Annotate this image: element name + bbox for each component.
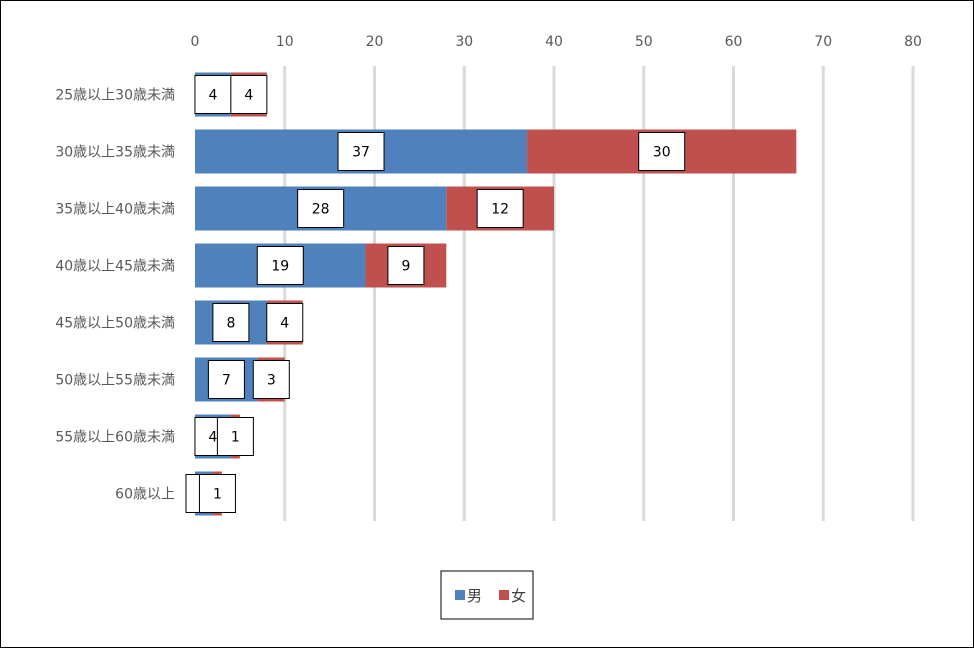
legend: 男女 bbox=[440, 570, 534, 620]
data-label: 7 bbox=[207, 360, 245, 399]
data-label: 30 bbox=[638, 132, 686, 171]
svg-text:37: 37 bbox=[352, 145, 370, 161]
x-tick-label: 30 bbox=[455, 34, 473, 50]
data-label: 12 bbox=[476, 189, 524, 228]
data-label: 28 bbox=[297, 189, 345, 228]
data-label: 4 bbox=[230, 75, 268, 114]
svg-text:28: 28 bbox=[312, 202, 330, 218]
svg-text:4: 4 bbox=[208, 430, 217, 446]
data-label: 3 bbox=[252, 360, 290, 399]
data-label: 19 bbox=[256, 246, 304, 285]
svg-text:4: 4 bbox=[244, 88, 253, 104]
data-label: 4 bbox=[266, 303, 304, 342]
x-tick-label: 20 bbox=[366, 34, 384, 50]
legend-swatch bbox=[455, 590, 465, 600]
data-label: 1 bbox=[198, 474, 236, 513]
category-label: 60歳以上 bbox=[115, 487, 175, 503]
svg-text:9: 9 bbox=[401, 259, 410, 275]
svg-text:12: 12 bbox=[491, 202, 509, 218]
x-tick-label: 70 bbox=[814, 34, 832, 50]
x-axis-tick-labels: 0 10 20 30 40 50 60 70 80 bbox=[191, 34, 922, 50]
data-label: 4 bbox=[194, 75, 232, 114]
x-tick-label: 40 bbox=[545, 34, 563, 50]
category-axis-labels: 25歳以上30歳未満 30歳以上35歳未満 35歳以上40歳未満 40歳以上45歳未満… bbox=[55, 88, 175, 503]
data-label: 8 bbox=[212, 303, 250, 342]
category-label: 40歳以上45歳未満 bbox=[55, 259, 175, 275]
svg-text:3: 3 bbox=[267, 373, 276, 389]
legend-entry: 男 bbox=[467, 587, 482, 605]
x-tick-label: 60 bbox=[725, 34, 743, 50]
category-label: 55歳以上60歳未満 bbox=[55, 430, 175, 446]
x-tick-label: 0 bbox=[191, 34, 200, 50]
data-label: 9 bbox=[387, 246, 425, 285]
svg-text:7: 7 bbox=[222, 373, 231, 389]
svg-text:4: 4 bbox=[280, 316, 289, 332]
category-label: 25歳以上30歳未満 bbox=[55, 88, 175, 104]
legend-entry: 女 bbox=[511, 587, 526, 605]
svg-text:1: 1 bbox=[213, 487, 222, 503]
category-label: 35歳以上40歳未満 bbox=[55, 202, 175, 218]
x-tick-label: 10 bbox=[276, 34, 294, 50]
legend-swatch bbox=[499, 590, 509, 600]
category-label: 50歳以上55歳未満 bbox=[55, 373, 175, 389]
data-label: 37 bbox=[337, 132, 385, 171]
svg-text:1: 1 bbox=[231, 430, 240, 446]
category-label: 30歳以上35歳未満 bbox=[55, 145, 175, 161]
svg-text:4: 4 bbox=[208, 88, 217, 104]
svg-text:8: 8 bbox=[226, 316, 235, 332]
svg-text:19: 19 bbox=[271, 259, 289, 275]
data-label: 1 bbox=[216, 417, 254, 456]
x-tick-label: 50 bbox=[635, 34, 653, 50]
x-tick-label: 80 bbox=[904, 34, 922, 50]
category-label: 45歳以上50歳未満 bbox=[55, 316, 175, 332]
svg-text:30: 30 bbox=[653, 145, 671, 161]
